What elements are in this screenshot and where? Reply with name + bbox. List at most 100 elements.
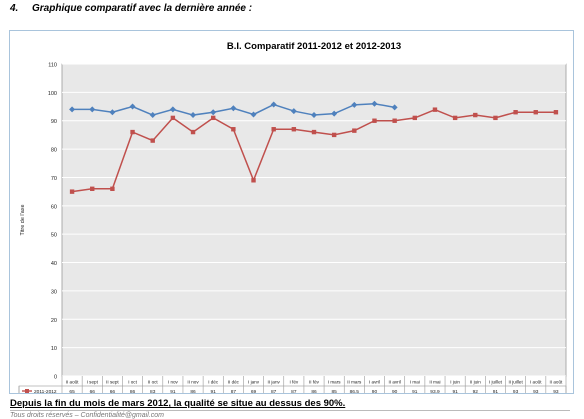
data-label: 87 <box>271 389 277 393</box>
data-label: 91 <box>493 389 499 393</box>
x-tick-label: I sept <box>87 380 99 385</box>
data-point-2012-2013 <box>230 105 237 112</box>
data-point-2011-2012 <box>432 107 438 112</box>
y-tick-label: 70 <box>51 176 57 182</box>
data-point-2011-2012 <box>452 115 458 121</box>
x-tick-label: I janv <box>248 380 260 385</box>
data-point-2012-2013 <box>311 112 317 119</box>
data-point-2012-2013 <box>351 101 358 108</box>
data-label: 69 <box>251 389 257 393</box>
data-point-2011-2012 <box>553 110 559 115</box>
x-tick-label: II sept <box>106 380 119 385</box>
data-point-2012-2013 <box>69 106 76 113</box>
data-point-2011-2012 <box>291 127 297 132</box>
x-tick-label: II août <box>66 380 79 385</box>
legend-marker <box>25 389 29 393</box>
y-tick-label: 20 <box>51 318 57 324</box>
data-point-2011-2012 <box>412 115 417 121</box>
data-label: 91 <box>211 389 217 393</box>
plot-area <box>61 63 567 377</box>
data-point-2011-2012 <box>69 189 75 194</box>
data-label: 66 <box>90 389 96 393</box>
x-tick-label: I oct <box>128 380 137 385</box>
section-number: 4. <box>10 3 19 14</box>
footer-text: Tous droits réservés – Confidentialité@g… <box>10 412 164 419</box>
data-point-2012-2013 <box>129 103 136 110</box>
data-point-2012-2013 <box>371 100 378 107</box>
y-tick-label: 30 <box>51 289 57 295</box>
data-label: 91 <box>452 389 458 393</box>
y-tick-label: 60 <box>51 204 57 210</box>
x-tick-label: II déc <box>228 380 240 385</box>
data-point-2011-2012 <box>533 110 538 115</box>
data-point-2011-2012 <box>170 115 176 121</box>
data-point-2011-2012 <box>251 178 256 183</box>
x-tick-label: II août <box>550 380 563 385</box>
x-tick-label: I juillet <box>489 380 503 385</box>
data-point-2011-2012 <box>90 186 95 191</box>
data-label: 91 <box>412 389 418 393</box>
data-label: 85 <box>331 389 337 393</box>
data-label: 83 <box>150 389 156 393</box>
data-point-2012-2013 <box>250 111 257 118</box>
data-point-2011-2012 <box>372 118 377 123</box>
data-label: 92 <box>473 389 479 393</box>
data-point-2012-2013 <box>169 106 176 113</box>
data-label: 93 <box>553 389 559 393</box>
data-label: 86 <box>130 389 136 393</box>
data-point-2011-2012 <box>513 110 518 115</box>
x-tick-label: I mars <box>328 380 341 385</box>
data-table <box>18 385 567 393</box>
data-point-2012-2013 <box>210 109 217 116</box>
data-point-2011-2012 <box>231 127 236 132</box>
data-label: 87 <box>231 389 237 393</box>
y-tick-label: 80 <box>51 148 57 154</box>
data-point-2012-2013 <box>290 108 297 115</box>
data-label: 86 <box>311 389 317 393</box>
y-tick-label: 0 <box>54 375 57 381</box>
x-tick-label: II nov <box>187 380 199 385</box>
x-tick-label: I mai <box>410 380 420 385</box>
section-title: Graphique comparatif avec la dernière an… <box>32 3 253 14</box>
data-point-2012-2013 <box>391 104 398 111</box>
data-label: 65 <box>69 389 75 393</box>
data-label: 93 <box>513 389 519 393</box>
data-point-2012-2013 <box>89 106 96 113</box>
data-label: 91 <box>170 389 176 393</box>
chart-title: B.I. Comparatif 2011-2012 et 2012-2013 <box>227 41 401 52</box>
data-label: 90 <box>392 389 398 393</box>
data-point-2012-2013 <box>109 109 116 116</box>
data-point-2011-2012 <box>190 129 196 135</box>
data-point-2012-2013 <box>190 112 197 119</box>
data-point-2011-2012 <box>271 127 276 132</box>
caption-text: Depuis la fin du mois de mars 2012, la q… <box>10 398 346 409</box>
data-point-2011-2012 <box>392 118 397 123</box>
x-tick-label: II avril <box>389 380 401 385</box>
y-tick-label: 110 <box>48 63 57 69</box>
data-label: 86,5 <box>350 389 360 393</box>
data-point-2011-2012 <box>331 132 337 138</box>
x-tick-label: I nov <box>168 380 179 385</box>
y-axis-label: Titre de l'axe <box>20 204 26 235</box>
data-point-2011-2012 <box>352 128 357 133</box>
data-label: 90 <box>372 389 378 393</box>
data-label: 86 <box>190 389 196 393</box>
x-tick-label: II oct <box>148 380 159 385</box>
data-label: 66 <box>110 389 116 393</box>
data-point-2011-2012 <box>150 138 155 143</box>
y-tick-label: 50 <box>51 233 57 239</box>
data-point-2011-2012 <box>473 112 478 118</box>
x-tick-label: II mars <box>347 380 362 385</box>
data-point-2011-2012 <box>493 115 498 121</box>
data-label: 93 <box>533 389 539 393</box>
y-tick-label: 90 <box>51 119 57 125</box>
x-tick-label: II mai <box>429 380 440 385</box>
x-tick-label: I avril <box>369 380 380 385</box>
x-tick-label: II juillet <box>508 380 523 385</box>
x-tick-label: I fév <box>289 380 298 385</box>
data-point-2012-2013 <box>331 110 338 117</box>
x-tick-label: II fév <box>309 380 320 385</box>
data-point-2011-2012 <box>110 186 115 191</box>
line-chart: B.I. Comparatif 2011-2012 et 2012-2013 0 1… <box>18 41 567 393</box>
x-tick-label: I août <box>530 380 542 385</box>
